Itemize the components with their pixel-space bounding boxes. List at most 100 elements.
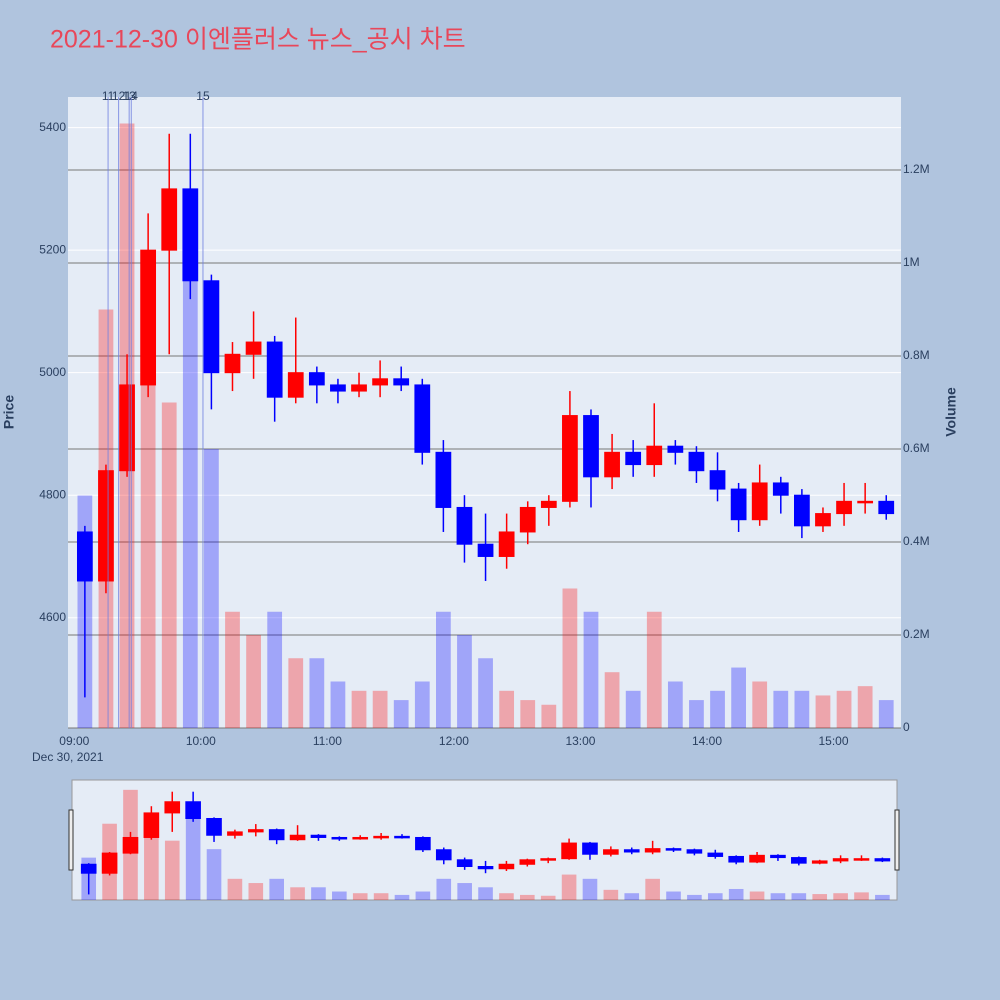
candle-body bbox=[394, 835, 410, 839]
volume-bar bbox=[854, 892, 869, 900]
volume-bar bbox=[288, 658, 304, 728]
volume-bar bbox=[332, 891, 347, 900]
volume-bar bbox=[562, 588, 578, 728]
x-tick-label: 15:00 bbox=[819, 734, 849, 748]
volume-bar bbox=[225, 611, 240, 728]
candle-body bbox=[519, 506, 536, 533]
candle-body bbox=[414, 384, 431, 453]
volume-bar bbox=[604, 672, 620, 728]
candle-body bbox=[456, 859, 473, 868]
volume-bar bbox=[773, 690, 789, 728]
candle-body bbox=[143, 812, 160, 838]
candle-body bbox=[203, 280, 220, 374]
volume-bar bbox=[667, 681, 683, 728]
candle-body bbox=[352, 836, 369, 840]
volume-bar bbox=[311, 887, 326, 900]
news-label: 15 bbox=[196, 89, 210, 103]
candle-body bbox=[76, 531, 93, 582]
candle-body bbox=[519, 859, 536, 865]
y-tick-label: 4800 bbox=[39, 487, 66, 501]
x-tick-label: 14:00 bbox=[692, 734, 722, 748]
volume-bar bbox=[330, 681, 346, 728]
candle-body bbox=[308, 372, 325, 386]
candle-body bbox=[709, 470, 726, 490]
volume-bar bbox=[499, 893, 514, 900]
volume-bar bbox=[687, 894, 702, 900]
x-tick-label: 12:00 bbox=[439, 734, 469, 748]
plot-area bbox=[68, 97, 901, 728]
volume-bar bbox=[161, 402, 177, 728]
volume-bar bbox=[666, 891, 681, 900]
y-tick-label: 4600 bbox=[39, 610, 66, 624]
volume-bar bbox=[583, 611, 599, 728]
candle-body bbox=[415, 836, 431, 851]
volume-bar bbox=[770, 893, 786, 900]
range-handle-left bbox=[68, 809, 74, 871]
y2-tick-label: 0 bbox=[903, 720, 910, 734]
candle-body bbox=[435, 849, 452, 861]
candle-body bbox=[122, 836, 139, 854]
candle-body bbox=[268, 829, 285, 841]
volume-bar bbox=[182, 263, 198, 728]
volume-bar bbox=[246, 635, 261, 728]
candle-body bbox=[688, 451, 705, 472]
volume-bar bbox=[393, 700, 409, 728]
range-slider[interactable] bbox=[71, 779, 898, 901]
volume-bar bbox=[227, 878, 243, 900]
y2-tick-label: 0.8M bbox=[903, 348, 930, 362]
volume-bar bbox=[248, 883, 264, 900]
candle-body bbox=[540, 858, 557, 861]
volume-bar bbox=[520, 894, 535, 900]
y-tick-label: 5400 bbox=[39, 120, 66, 134]
candle-body bbox=[770, 854, 786, 859]
candle-body bbox=[164, 801, 181, 814]
candle-body bbox=[583, 415, 599, 478]
volume-bar bbox=[351, 690, 367, 728]
candle-body bbox=[751, 482, 768, 521]
x-tick-label: 11:00 bbox=[313, 734, 342, 748]
volume-bar bbox=[624, 893, 640, 900]
candle-body bbox=[331, 836, 348, 840]
candle-body bbox=[794, 494, 810, 527]
volume-bar bbox=[435, 611, 451, 728]
candle-body bbox=[224, 353, 241, 374]
candle-body bbox=[182, 188, 199, 282]
volume-bar bbox=[144, 832, 159, 900]
candle-body bbox=[498, 531, 515, 557]
news-label: 12 bbox=[112, 89, 126, 103]
y2-tick-label: 1M bbox=[903, 255, 920, 269]
candle-body bbox=[289, 834, 306, 841]
candle-body bbox=[561, 842, 577, 860]
news-label: 13 bbox=[122, 89, 136, 103]
candle-body bbox=[603, 849, 619, 855]
volume-bar bbox=[457, 883, 472, 900]
candle-body bbox=[456, 506, 473, 545]
volume-bar bbox=[478, 887, 493, 900]
candle-body bbox=[101, 852, 118, 874]
volume-bar bbox=[815, 695, 831, 728]
candle-body bbox=[435, 451, 452, 508]
x-tick-label: 09:00 bbox=[59, 734, 89, 748]
news-label: 11 bbox=[102, 89, 115, 103]
x-tick-label: 13:00 bbox=[565, 734, 595, 748]
volume-bar bbox=[791, 893, 807, 900]
candle-body bbox=[245, 341, 262, 355]
candle-body bbox=[351, 384, 367, 392]
candle-body bbox=[857, 500, 874, 504]
candle-body bbox=[623, 849, 640, 853]
candle-body bbox=[646, 445, 663, 466]
volume-bar bbox=[520, 700, 536, 728]
candle-body bbox=[832, 858, 849, 862]
candle-body bbox=[667, 445, 684, 453]
candle-body bbox=[772, 482, 789, 496]
volume-bar bbox=[415, 891, 431, 900]
candle-body bbox=[477, 866, 494, 870]
y2-tick-label: 0.4M bbox=[903, 534, 930, 548]
candle-body bbox=[119, 384, 135, 472]
y-tick-label: 5000 bbox=[39, 365, 66, 379]
volume-bar bbox=[164, 840, 180, 900]
volume-bar bbox=[836, 690, 852, 728]
volume-bar bbox=[752, 681, 768, 728]
candle-body bbox=[811, 860, 828, 864]
